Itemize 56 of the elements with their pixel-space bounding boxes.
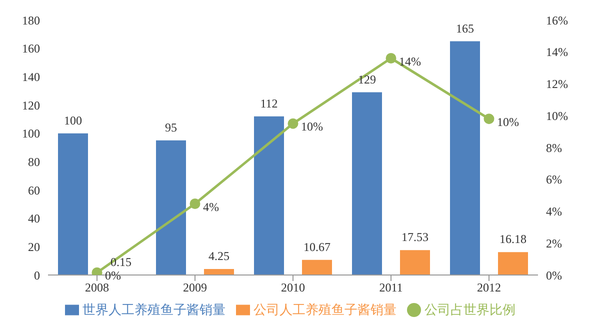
bar xyxy=(400,250,430,275)
y2-tick-label: 10% xyxy=(546,108,568,123)
bar xyxy=(352,92,382,275)
point xyxy=(484,114,494,124)
x-tick-label: 2011 xyxy=(379,280,403,295)
x-tick-label: 2010 xyxy=(281,280,305,295)
bar xyxy=(450,41,480,275)
data-label: 17.53 xyxy=(402,230,428,244)
data-label: 10.67 xyxy=(304,240,330,254)
legend-label: 世界人工养殖鱼子酱销量 xyxy=(82,303,226,318)
point xyxy=(190,198,200,210)
y-tick-label: 40 xyxy=(28,212,40,226)
x-tick-label: 2008 xyxy=(85,280,109,295)
data-label: 100 xyxy=(64,113,82,128)
data-label: 10% xyxy=(497,114,519,129)
legend-label: 公司占世界比例 xyxy=(424,303,516,318)
data-label: 4.25 xyxy=(208,248,230,263)
bar xyxy=(254,116,284,275)
y-tick-label: 140 xyxy=(22,70,40,84)
bar xyxy=(156,140,186,275)
data-label: 14% xyxy=(399,54,421,68)
y2-tick-label: 2% xyxy=(546,236,562,250)
y2-tick-label: 12% xyxy=(546,77,568,92)
y-tick-label: 160 xyxy=(22,42,40,56)
data-label: 129 xyxy=(358,72,376,86)
bar xyxy=(204,268,234,275)
point xyxy=(386,53,396,64)
point xyxy=(288,118,298,129)
data-label: 165 xyxy=(456,21,474,36)
y-tick-label: 120 xyxy=(22,98,40,112)
bar xyxy=(302,260,332,275)
legend-label: 公司人工养殖鱼子酱销量 xyxy=(254,303,396,318)
bar xyxy=(498,252,528,275)
data-label: 4% xyxy=(203,200,219,214)
y-tick-label: 60 xyxy=(28,183,40,198)
data-label: 10% xyxy=(301,120,323,134)
y2-tick-label: 14% xyxy=(546,45,568,60)
data-label: 0% xyxy=(105,268,121,283)
y2-tick-label: 0% xyxy=(546,268,562,282)
data-label: 16.18 xyxy=(500,232,526,246)
y2-tick-label: 6% xyxy=(546,172,562,187)
point xyxy=(92,267,102,275)
y2-tick-label: 8% xyxy=(546,140,562,155)
x-tick-label: 2012 xyxy=(477,280,501,295)
y2-tick-label: 4% xyxy=(546,204,562,219)
x-tick-label: 2009 xyxy=(183,280,207,295)
y-tick-label: 0 xyxy=(34,268,40,282)
data-label: 0.15 xyxy=(110,254,132,269)
y-tick-label: 100 xyxy=(22,126,40,141)
data-label: 95 xyxy=(165,120,177,134)
data-label: 112 xyxy=(260,96,278,110)
bar xyxy=(58,133,88,275)
y-tick-label: 180 xyxy=(22,13,40,28)
y-tick-label: 20 xyxy=(28,240,40,254)
y2-tick-label: 16% xyxy=(546,13,568,28)
y-tick-label: 80 xyxy=(28,154,40,169)
